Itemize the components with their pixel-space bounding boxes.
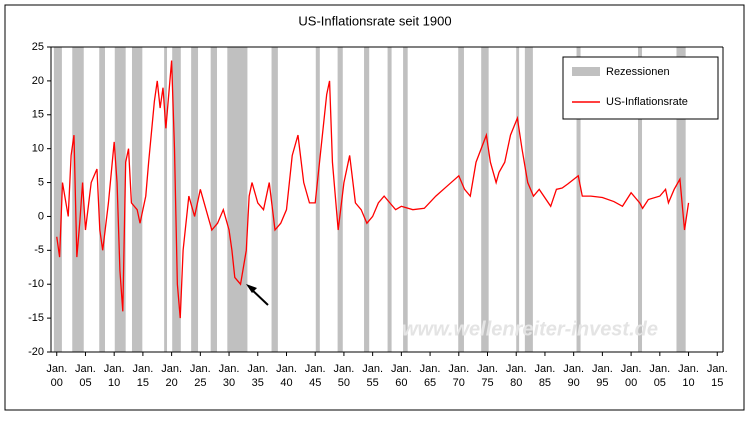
recession-band xyxy=(53,47,62,352)
recession-band xyxy=(72,47,84,352)
x-tick-label: Jan. 90 xyxy=(563,363,585,389)
x-tick-label: Jan. 05 xyxy=(75,363,96,389)
x-tick-label: Jan. 70 xyxy=(448,363,470,389)
y-tick-label: 0 xyxy=(38,210,44,222)
x-tick-label: Jan. 20 xyxy=(161,363,182,389)
y-tick-label: -20 xyxy=(28,346,44,358)
legend-label: US-Inflationsrate xyxy=(606,96,688,108)
x-tick-label: Jan. 00 xyxy=(620,363,642,389)
recession-band xyxy=(227,47,248,352)
recession-band xyxy=(387,47,392,352)
y-tick-label: 25 xyxy=(32,41,44,53)
x-tick-label: Jan. 15 xyxy=(706,363,728,389)
recession-band xyxy=(524,47,533,352)
y-tick-label: -15 xyxy=(28,312,44,324)
line-series xyxy=(56,60,690,319)
recession-band xyxy=(99,47,105,352)
x-tick-label: Jan. 50 xyxy=(333,363,355,389)
x-tick-label: Jan. 75 xyxy=(477,363,498,389)
x-tick-label: Jan. 05 xyxy=(649,363,671,389)
y-tick-label: 5 xyxy=(38,176,44,188)
x-tick-label: Jan. 95 xyxy=(591,363,613,389)
recession-band xyxy=(403,47,408,352)
x-tick-label: Jan. 00 xyxy=(46,363,68,389)
recession-band xyxy=(191,47,199,352)
legend xyxy=(562,56,719,120)
recession-band xyxy=(516,47,520,352)
legend-label: Rezessionen xyxy=(606,66,670,78)
x-tick-label: Jan. 80 xyxy=(505,363,527,389)
x-tick-label: Jan. 15 xyxy=(132,363,154,389)
recession-band xyxy=(271,47,278,352)
x-tick-label: Jan. 60 xyxy=(390,363,412,389)
x-tick-label: Jan. 65 xyxy=(419,363,441,389)
x-tick-label: Jan. 35 xyxy=(247,363,269,389)
recession-band xyxy=(637,47,643,352)
x-tick-label: Jan. 25 xyxy=(189,363,211,389)
recession-band xyxy=(131,47,143,352)
recession-band xyxy=(164,47,168,352)
recession-band xyxy=(337,47,343,352)
x-tick-label: Jan. 55 xyxy=(362,363,384,389)
chart-title: US-Inflationsrate seit 1900 xyxy=(298,13,451,28)
y-tick-label: -5 xyxy=(34,244,44,256)
x-tick-label: Jan. 40 xyxy=(276,363,297,389)
recession-band xyxy=(576,47,581,352)
y-tick-label: 10 xyxy=(32,143,44,155)
y-tick-label: -10 xyxy=(28,278,44,290)
x-tick-label: Jan. 85 xyxy=(534,363,556,389)
y-tick-label: 15 xyxy=(32,109,44,121)
x-tick-label: Jan. 30 xyxy=(218,363,240,389)
recession-band xyxy=(315,47,320,352)
x-tick-label: Jan. 10 xyxy=(678,363,699,389)
recession-band xyxy=(676,47,686,352)
recession-band xyxy=(458,47,464,352)
recession-band xyxy=(364,47,370,352)
recession-band xyxy=(481,47,489,352)
arrow-head xyxy=(246,284,257,293)
x-tick-label: Jan. 45 xyxy=(304,363,326,389)
recession-band xyxy=(210,47,217,352)
recession-band xyxy=(114,47,126,352)
legend-swatch xyxy=(572,67,600,76)
recession-band xyxy=(172,47,181,352)
watermark: www.wellenreiter-invest.de xyxy=(402,318,658,340)
y-tick-label: 20 xyxy=(32,75,44,87)
x-tick-label: Jan. 10 xyxy=(103,363,125,389)
